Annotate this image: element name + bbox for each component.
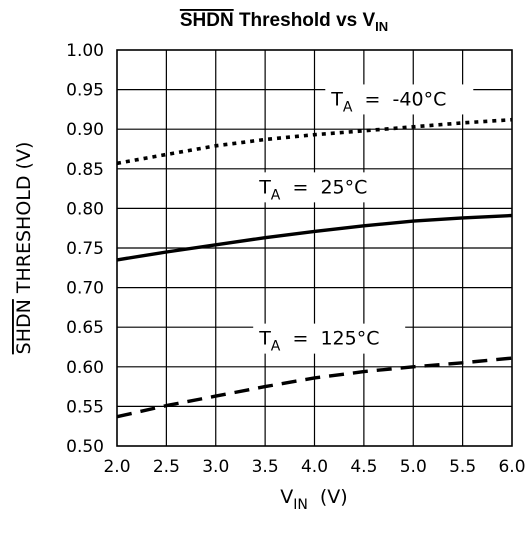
- series-annotations: TA = -40°C TA = 25°C TA = 125°C: [253, 84, 474, 355]
- x-axis-label-unit: (V): [320, 486, 348, 508]
- y-tick-label: 0.70: [66, 279, 104, 299]
- x-tick-label: 2.5: [153, 457, 180, 477]
- series-line-3: [116, 356, 513, 419]
- series-annotation: TA = 125°C: [258, 328, 379, 355]
- y-tick-label: 0.75: [66, 239, 104, 259]
- chart-title-sub: IN: [375, 19, 388, 34]
- series-line-1: [116, 117, 513, 166]
- series-annotation: TA = 25°C: [258, 176, 367, 203]
- x-tick-label: 5.0: [400, 457, 427, 477]
- y-tick-label: 0.55: [66, 397, 104, 417]
- y-axis-label: SHDN THRESHOLD (V): [13, 142, 35, 355]
- x-tick-label: 3.0: [202, 457, 229, 477]
- series-group: [116, 117, 513, 419]
- y-tick-label: 1.00: [66, 41, 104, 61]
- x-tick-label: 6.0: [498, 457, 525, 477]
- x-axis-label-main: V: [280, 486, 293, 508]
- series-line-2: [116, 213, 513, 262]
- chart-title-rest: Threshold vs V: [234, 10, 376, 31]
- y-tick-label: 0.80: [66, 199, 104, 219]
- annotation-background: [253, 172, 400, 203]
- x-tick-label: 3.5: [252, 457, 279, 477]
- x-tick-label: 4.5: [350, 457, 377, 477]
- x-axis-label: VIN (V): [280, 486, 347, 513]
- y-tick-label: 0.95: [66, 81, 104, 101]
- annotation-background: [253, 323, 406, 354]
- y-tick-label: 0.60: [66, 358, 104, 378]
- y-axis-label-overline: SHDN: [13, 299, 35, 354]
- chart-title: SHDN Threshold vs VIN: [180, 10, 388, 34]
- y-tick-labels: 0.50 0.55 0.60 0.65 0.70 0.75 0.80 0.85 0.90 0.95…: [66, 41, 104, 457]
- y-axis-label-rest: THRESHOLD (V): [13, 142, 35, 300]
- x-tick-label: 2.0: [103, 457, 130, 477]
- x-axis-label-sub: IN: [293, 497, 308, 513]
- y-tick-label: 0.90: [66, 120, 104, 140]
- annotation-background: [325, 84, 474, 115]
- x-tick-label: 4.0: [301, 457, 328, 477]
- chart-title-overline: SHDN: [180, 10, 234, 31]
- y-tick-label: 0.65: [66, 318, 104, 338]
- x-tick-labels: 2.0 2.5 3.0 3.5 4.0 4.5 5.0 5.5 6.0: [103, 457, 525, 477]
- y-tick-label: 0.85: [66, 160, 104, 180]
- y-tick-label: 0.50: [66, 437, 104, 457]
- series-annotation: TA = -40°C: [330, 88, 446, 115]
- x-tick-label: 5.5: [449, 457, 476, 477]
